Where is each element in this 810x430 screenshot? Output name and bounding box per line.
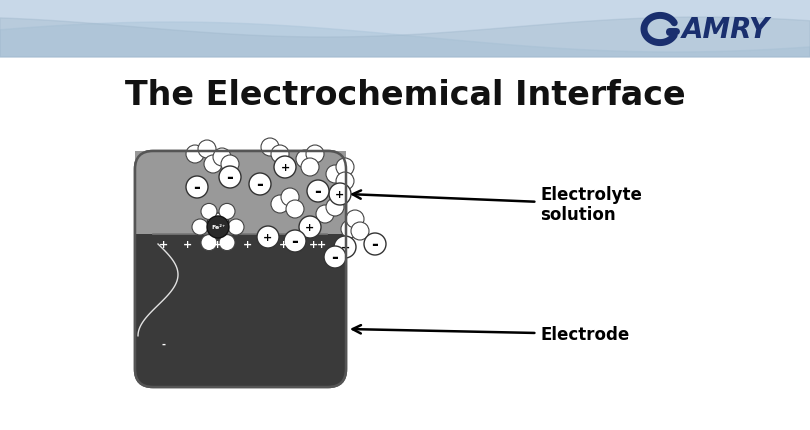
Text: +: + (213, 240, 223, 249)
Circle shape (201, 235, 217, 251)
Text: +: + (340, 243, 350, 252)
Circle shape (334, 237, 356, 258)
Text: Fe²⁺: Fe²⁺ (211, 225, 225, 230)
Text: The Electrochemical Interface: The Electrochemical Interface (125, 78, 685, 111)
Text: Electrode: Electrode (352, 325, 629, 343)
Text: +: + (159, 240, 168, 249)
Text: -: - (215, 215, 221, 233)
Text: +: + (335, 190, 344, 200)
Text: +: + (318, 240, 326, 249)
Circle shape (198, 141, 216, 159)
Circle shape (364, 233, 386, 255)
Text: Electrolyte
solution: Electrolyte solution (352, 185, 642, 224)
Text: -: - (257, 175, 263, 194)
Circle shape (296, 150, 314, 169)
Text: -: - (292, 233, 298, 250)
Circle shape (316, 206, 334, 224)
FancyBboxPatch shape (0, 0, 810, 58)
FancyBboxPatch shape (135, 216, 346, 387)
Circle shape (306, 146, 324, 164)
Circle shape (228, 219, 244, 236)
Text: +: + (183, 240, 193, 249)
Text: -: - (161, 339, 165, 349)
Circle shape (346, 211, 364, 228)
Text: +: + (309, 240, 318, 249)
Text: -: - (314, 183, 322, 200)
Circle shape (329, 184, 351, 206)
Text: +: + (280, 163, 290, 172)
Circle shape (207, 216, 229, 239)
FancyBboxPatch shape (135, 152, 346, 387)
Circle shape (336, 172, 354, 190)
Circle shape (204, 156, 222, 174)
Circle shape (326, 166, 344, 184)
Text: +: + (279, 240, 288, 249)
Circle shape (336, 159, 354, 177)
Circle shape (301, 159, 319, 177)
Circle shape (286, 200, 304, 218)
Circle shape (281, 189, 299, 206)
Circle shape (299, 216, 321, 239)
Circle shape (221, 156, 239, 174)
Circle shape (257, 227, 279, 249)
Text: +: + (305, 222, 314, 233)
Circle shape (284, 230, 306, 252)
Text: -: - (227, 169, 233, 187)
Text: -: - (372, 236, 378, 253)
FancyBboxPatch shape (135, 152, 346, 234)
Circle shape (249, 174, 271, 196)
Circle shape (201, 204, 217, 220)
Circle shape (271, 146, 289, 164)
Text: -: - (331, 249, 339, 266)
Circle shape (324, 246, 346, 268)
FancyBboxPatch shape (0, 58, 810, 430)
Text: AMRY: AMRY (682, 16, 770, 44)
Circle shape (219, 235, 235, 251)
Circle shape (213, 149, 231, 166)
Circle shape (207, 214, 229, 236)
Circle shape (351, 222, 369, 240)
Circle shape (192, 219, 208, 236)
Text: +: + (263, 233, 273, 243)
Circle shape (261, 139, 279, 157)
Circle shape (219, 204, 235, 220)
Circle shape (186, 146, 204, 164)
Circle shape (307, 181, 329, 203)
Circle shape (219, 166, 241, 189)
Circle shape (341, 221, 359, 239)
Circle shape (271, 196, 289, 214)
Circle shape (326, 199, 344, 216)
Circle shape (274, 157, 296, 178)
Circle shape (186, 177, 208, 199)
Text: -: - (194, 178, 200, 197)
Text: +: + (243, 240, 253, 249)
